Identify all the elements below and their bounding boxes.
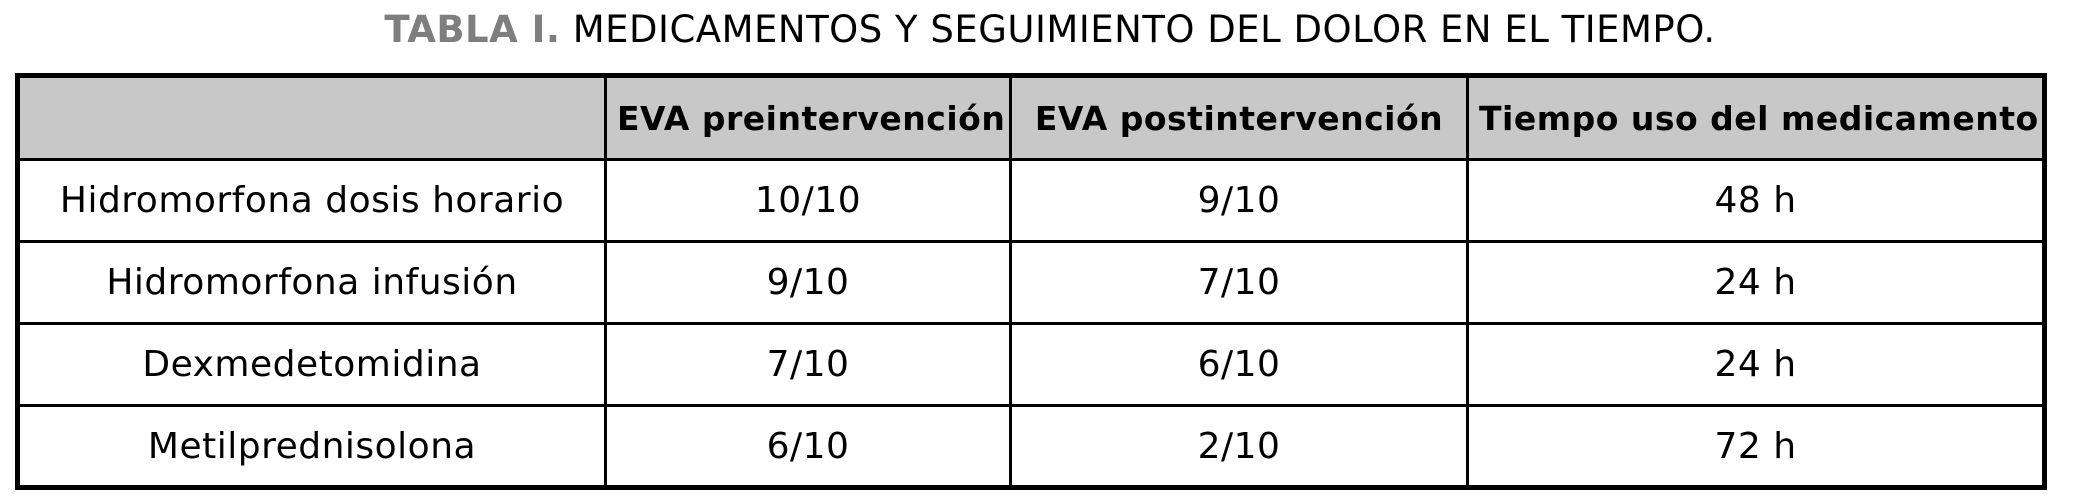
cell-eva-post: 6/10 xyxy=(1009,322,1469,407)
table-title-text: MEDICAMENTOS Y SEGUIMIENTO DEL DOLOR EN … xyxy=(572,8,1716,51)
cell-eva-pre: 9/10 xyxy=(604,240,1012,325)
table-title-label: TABLA I. xyxy=(384,8,561,51)
col-header-medication xyxy=(16,74,607,161)
cell-eva-post: 2/10 xyxy=(1009,404,1469,489)
cell-medication-name: Hidromorfona infusión xyxy=(16,240,607,325)
col-header-eva-pre: EVA preintervención xyxy=(604,74,1012,161)
table-row: Hidromorfona dosis horario 10/10 9/10 48… xyxy=(16,158,2046,243)
cell-medication-name: Metilprednisolona xyxy=(16,404,607,489)
table-title: TABLA I. MEDICAMENTOS Y SEGUIMIENTO DEL … xyxy=(0,4,2100,56)
cell-eva-pre: 7/10 xyxy=(604,322,1012,407)
cell-eva-post: 7/10 xyxy=(1009,240,1469,325)
cell-tiempo-uso: 48 h xyxy=(1466,158,2046,243)
cell-eva-post: 9/10 xyxy=(1009,158,1469,243)
cell-tiempo-uso: 72 h xyxy=(1466,404,2046,489)
cell-tiempo-uso: 24 h xyxy=(1466,322,2046,407)
col-header-eva-post: EVA postintervención xyxy=(1009,74,1469,161)
medications-table: EVA preintervención EVA postintervención… xyxy=(15,73,2047,490)
table-row: Dexmedetomidina 7/10 6/10 24 h xyxy=(16,322,2046,407)
cell-eva-pre: 6/10 xyxy=(604,404,1012,489)
cell-eva-pre: 10/10 xyxy=(604,158,1012,243)
cell-medication-name: Dexmedetomidina xyxy=(16,322,607,407)
cell-tiempo-uso: 24 h xyxy=(1466,240,2046,325)
table-row: Metilprednisolona 6/10 2/10 72 h xyxy=(16,404,2046,489)
cell-medication-name: Hidromorfona dosis horario xyxy=(16,158,607,243)
header-row: EVA preintervención EVA postintervención… xyxy=(16,74,2046,161)
col-header-tiempo-uso: Tiempo uso del medicamento xyxy=(1466,74,2046,161)
table-row: Hidromorfona infusión 9/10 7/10 24 h xyxy=(16,240,2046,325)
